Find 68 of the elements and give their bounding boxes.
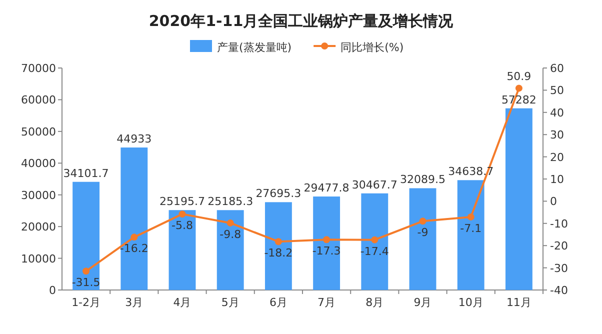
data-label: 32089.5: [400, 173, 446, 186]
x-tick-label: 3月: [125, 296, 144, 309]
y2-tick-label: 20: [550, 150, 564, 164]
y-tick-label: 30000: [21, 188, 56, 202]
point: [82, 268, 90, 275]
y2-tick-label: -40: [550, 284, 568, 297]
data-label: 44933: [116, 132, 152, 146]
y2-tick-label: 40: [550, 106, 564, 120]
y-tick-label: 60000: [21, 94, 56, 107]
point: [274, 238, 282, 246]
data-label: 27695.3: [256, 187, 302, 200]
data-label: 34101.7: [63, 166, 109, 180]
point: [226, 219, 234, 226]
bar: [72, 182, 100, 290]
legend-label: 同比增长(%): [340, 41, 404, 54]
x-tick-label: 6月: [269, 296, 288, 309]
data-label: 25195.7: [160, 195, 205, 208]
y2-tick-label: 10: [550, 173, 564, 186]
y2-tick-label: -20: [550, 240, 568, 253]
point: [515, 84, 522, 92]
y-tick-label: 10000: [21, 252, 56, 266]
y2-tick-label: -30: [550, 262, 568, 275]
data-label: 50.9: [506, 70, 532, 84]
bar: [313, 196, 340, 290]
y-tick-label: 50000: [21, 125, 56, 138]
bar: [216, 210, 244, 290]
x-tick-label: 9月: [414, 296, 432, 309]
bar: [409, 188, 436, 290]
point: [419, 218, 426, 225]
y-tick-label: 0: [49, 284, 56, 297]
legend-label: 产量(蒸发量吨): [217, 41, 292, 54]
x-tick-label: 8月: [366, 296, 384, 309]
x-tick-label: 10月: [458, 296, 484, 309]
y2-tick-label: 0: [550, 195, 557, 208]
point: [371, 236, 378, 244]
y2-tick-label: -10: [550, 217, 568, 230]
bar: [264, 202, 292, 290]
y-tick-label: 20000: [21, 220, 56, 234]
data-label: -31.5: [72, 276, 100, 290]
point: [323, 236, 330, 244]
data-label: 25185.3: [208, 195, 254, 208]
data-label: -9.8: [220, 228, 242, 241]
data-label: -9: [417, 226, 428, 240]
y2-tick-label: 50: [550, 84, 564, 98]
bar: [168, 210, 196, 290]
y2-tick-label: 30: [550, 128, 564, 142]
y2-tick-label: 60: [550, 62, 564, 75]
bar: [505, 108, 532, 290]
data-label: 30467.7: [352, 178, 398, 192]
x-tick-label: 7月: [318, 296, 336, 309]
chart-title: 2020年1-11月全国工业锅炉产量及增长情况: [148, 12, 454, 30]
y-tick-label: 70000: [21, 62, 56, 75]
data-label: 29477.8: [304, 182, 350, 195]
data-label: -16.2: [120, 242, 148, 256]
bar: [457, 180, 484, 290]
data-label: -5.8: [172, 219, 193, 232]
data-label: -7.1: [460, 222, 482, 235]
x-tick-label: 1-2月: [72, 296, 101, 309]
bar: [120, 148, 148, 290]
bar: [361, 193, 388, 290]
x-tick-label: 4月: [173, 296, 192, 309]
x-tick-label: 11月: [506, 296, 532, 309]
point: [467, 213, 474, 220]
y-tick-label: 40000: [21, 157, 56, 170]
point: [130, 234, 138, 241]
x-tick-label: 5月: [221, 296, 240, 309]
point: [178, 210, 186, 218]
data-label: -17.3: [312, 244, 341, 258]
